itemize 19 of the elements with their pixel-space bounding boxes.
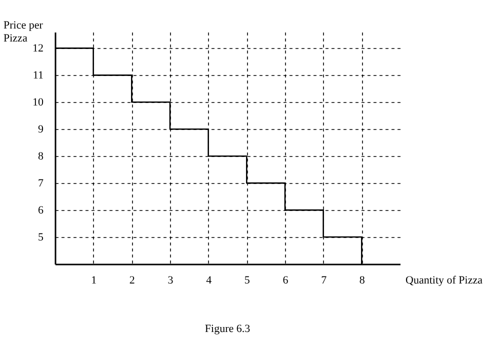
y-tick-label: 5 <box>38 232 44 244</box>
y-tick-label: 10 <box>32 96 44 109</box>
x-tick-label: 3 <box>168 274 174 286</box>
x-tick-label: 6 <box>282 274 289 286</box>
y-tick-label: 11 <box>32 70 44 82</box>
y-tick-label: 8 <box>38 150 44 163</box>
y-axis-title: Price per Pizza <box>4 20 44 44</box>
y-tick-label: 7 <box>38 178 44 190</box>
x-tick-label: 2 <box>129 274 135 286</box>
caption: Figure 6.3 <box>204 323 251 335</box>
x-tick-label: 1 <box>91 274 97 286</box>
x-tick-label: 4 <box>206 274 212 286</box>
x-tick-label: 5 <box>244 274 250 286</box>
y-tick-label: 12 <box>32 42 44 55</box>
x-tick-label: 7 <box>321 274 328 286</box>
y-tick-label: 6 <box>38 204 44 217</box>
x-tick-label: 8 <box>359 274 366 286</box>
y-tick-label: 9 <box>38 124 44 136</box>
x-axis-title: Quantity of Pizza <box>406 274 483 286</box>
